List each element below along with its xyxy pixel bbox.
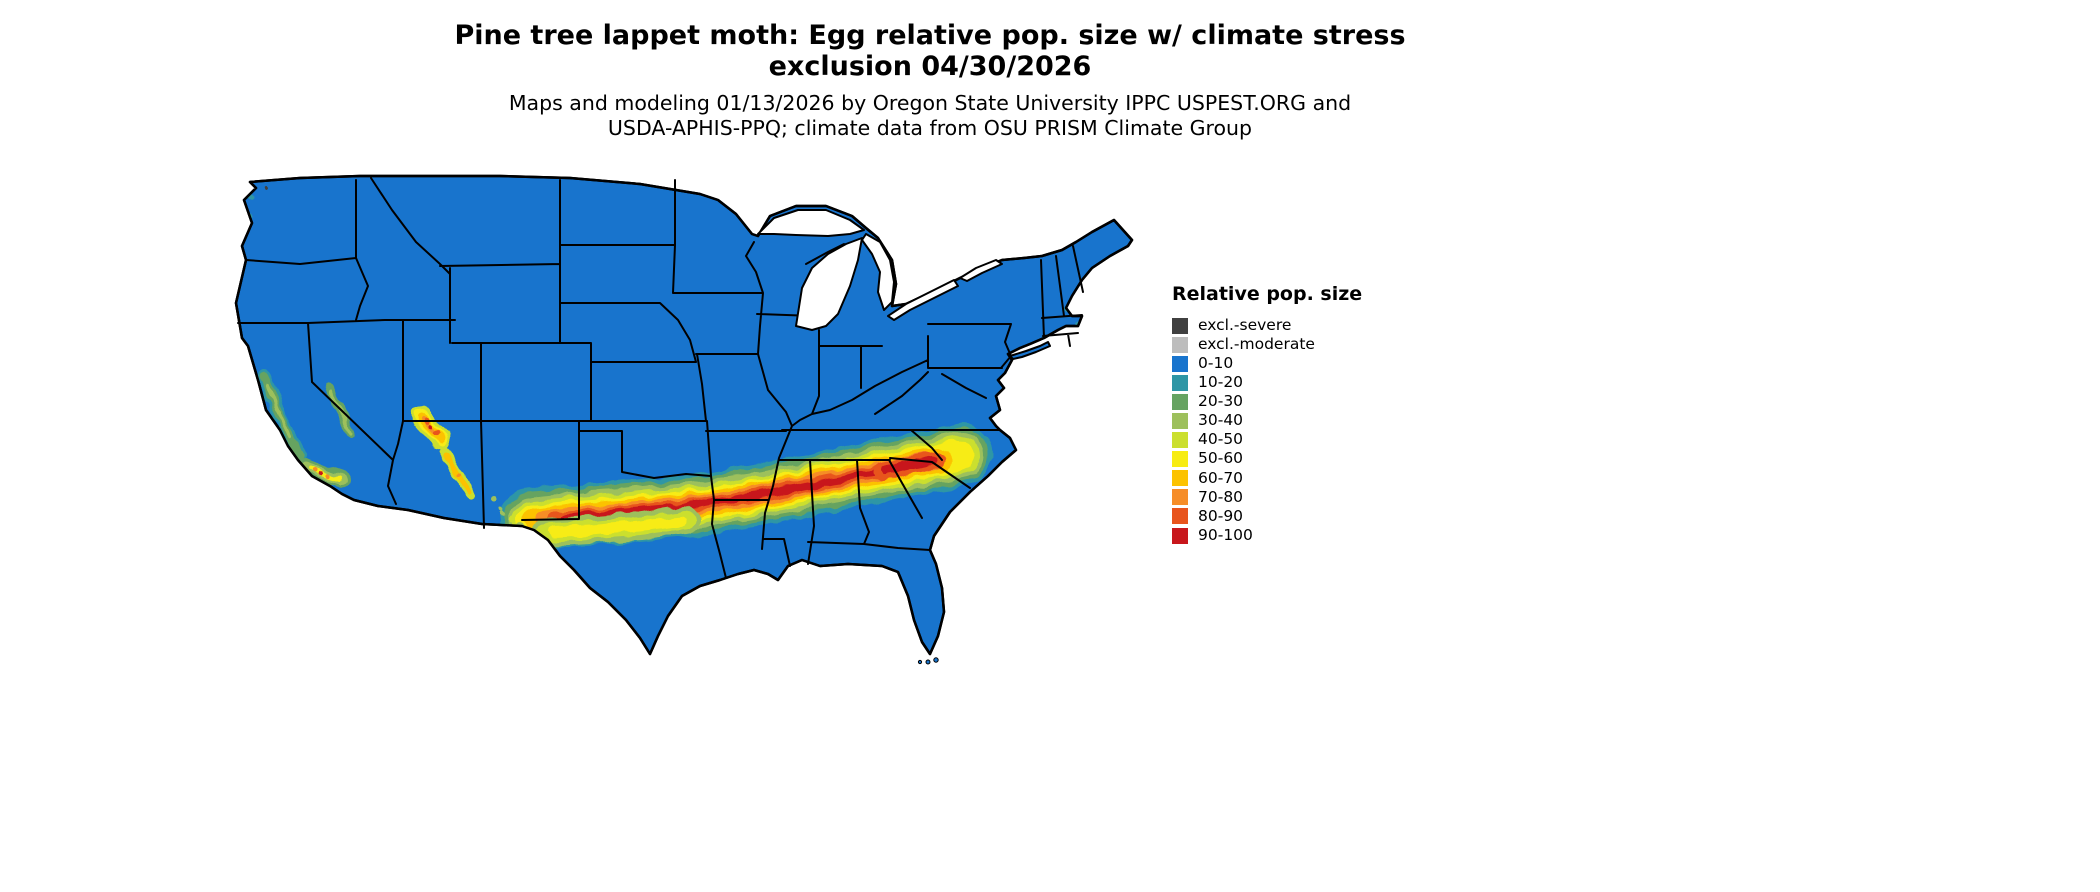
legend-swatch [1172,527,1188,544]
legend-item-label: 90-100 [1198,525,1253,544]
long-island [1009,341,1051,360]
us-map [230,168,1140,668]
us-map-svg [234,174,1134,665]
legend-swatch [1172,336,1188,353]
legend-swatch [1172,317,1188,334]
legend-swatch [1172,355,1188,372]
lake-huron [861,233,895,311]
legend-item: 90-100 [1172,526,1392,545]
legend-item: 80-90 [1172,507,1392,526]
legend-swatch [1172,393,1188,410]
legend-item-label: 80-90 [1198,506,1244,525]
legend-item: 10-20 [1172,373,1392,392]
lake-ontario [959,259,1003,282]
legend-item: 30-40 [1172,411,1392,430]
legend-items: excl.-severe excl.-moderate 0-10 10-20 20-30… [1172,316,1392,545]
legend-swatch [1172,432,1188,449]
lake-superior [757,209,865,237]
legend-swatch [1172,374,1188,391]
legend-item-label: excl.-moderate [1198,334,1315,353]
legend-swatch [1172,470,1188,487]
lake-michigan [795,237,863,331]
legend-swatch [1172,451,1188,468]
legend-item-label: 0-10 [1198,353,1234,372]
legend-item: excl.-moderate [1172,335,1392,354]
florida-keys [917,657,939,665]
legend-item-label: 30-40 [1198,411,1244,430]
legend-item-label: 10-20 [1198,373,1244,392]
legend-swatch [1172,413,1188,430]
legend-item-label: 50-60 [1198,449,1244,468]
legend-swatch [1172,508,1188,525]
legend-item-label: 70-80 [1198,487,1244,506]
legend-swatch [1172,489,1188,506]
lake-erie [887,279,959,321]
legend-item: 0-10 [1172,354,1392,373]
legend-item: 20-30 [1172,392,1392,411]
legend-item-label: 40-50 [1198,430,1244,449]
legend: Relative pop. size excl.-severe excl.-mod… [1172,283,1392,545]
state-borders [237,177,1084,579]
legend-item: excl.-severe [1172,316,1392,335]
figure-title: Pine tree lappet moth: Egg relative pop.… [454,20,1406,82]
legend-item: 70-80 [1172,488,1392,507]
legend-title: Relative pop. size [1172,283,1363,305]
us-landmass [234,174,1134,656]
legend-item: 40-50 [1172,431,1392,450]
figure-subtitle: Maps and modeling 01/13/2026 by Oregon S… [508,91,1352,140]
legend-item: 50-60 [1172,450,1392,469]
legend-item-label: 20-30 [1198,392,1244,411]
legend-item: 60-70 [1172,469,1392,488]
great-lakes [757,209,1003,331]
legend-item-label: excl.-severe [1198,315,1292,334]
legend-item-label: 60-70 [1198,468,1244,487]
